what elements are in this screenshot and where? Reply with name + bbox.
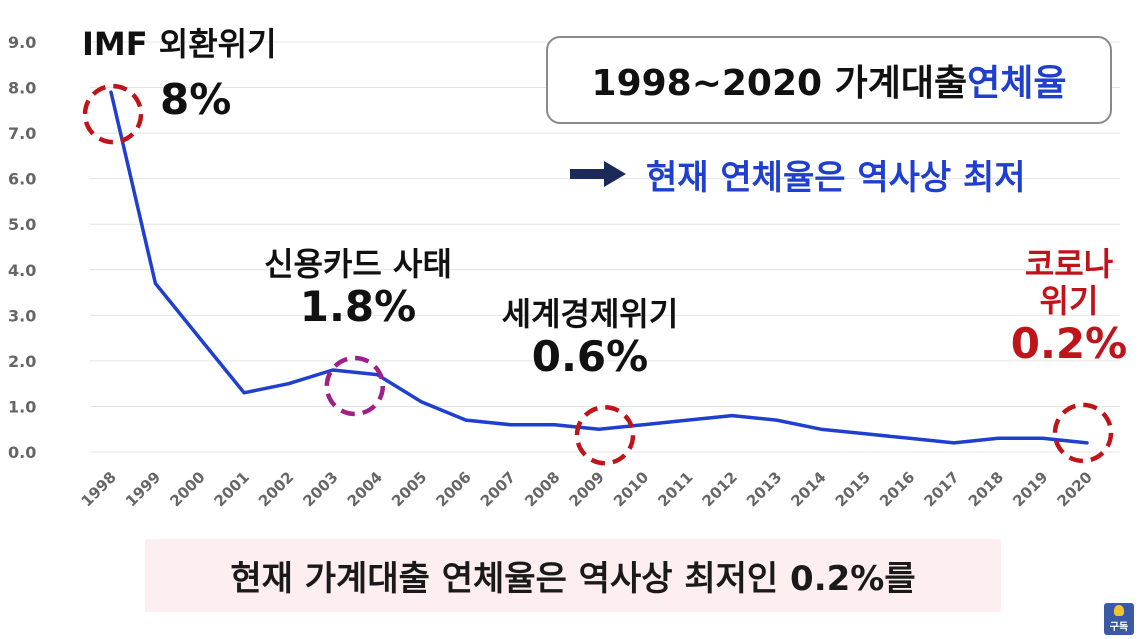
subscribe-badge[interactable]: 구독 <box>1104 603 1134 635</box>
x-tick-label: 2011 <box>654 468 696 510</box>
x-tick-label: 2012 <box>699 468 741 510</box>
x-tick-label: 2015 <box>832 468 874 510</box>
y-tick-label: 5.0 <box>8 215 36 234</box>
annotation-imf-value: 8% <box>160 75 232 124</box>
data-point <box>952 441 956 445</box>
y-tick-label: 6.0 <box>8 170 36 189</box>
annotation-gfc-value: 0.6% <box>531 331 649 381</box>
x-tick-label: 2017 <box>920 468 962 510</box>
y-tick-label: 3.0 <box>8 306 36 325</box>
highlight-circle-corona <box>1052 402 1114 464</box>
y-tick-label: 7.0 <box>8 124 36 143</box>
x-tick-label: 2020 <box>1054 468 1096 510</box>
annotation-corona-label-1: 코로나 <box>1024 245 1114 283</box>
x-tick-label: 2004 <box>344 468 386 510</box>
x-tick-label: 2007 <box>477 468 519 510</box>
data-point <box>109 90 113 94</box>
annotation-imf: IMF 외환위기 <box>82 26 277 63</box>
data-point <box>996 436 1000 440</box>
x-tick-label: 2009 <box>566 468 608 510</box>
data-point <box>819 427 823 431</box>
data-point <box>286 382 290 386</box>
highlight-circle-imf <box>82 83 144 145</box>
annotation-imf-value-wrap: 8% <box>160 75 232 124</box>
annotation-gfc-label: 세계경제위기 <box>501 295 679 333</box>
annotation-card-value: 1.8% <box>299 281 417 331</box>
bottom-caption: 현재 가계대출 연체율은 역사상 최저인 0.2%를 <box>145 539 1001 612</box>
subscribe-badge-label: 구독 <box>1109 622 1129 633</box>
y-tick-label: 1.0 <box>8 397 36 416</box>
x-tick-label: 2001 <box>211 468 253 510</box>
bottom-caption-text: 현재 가계대출 연체율은 역사상 최저인 0.2%를 <box>230 559 916 599</box>
annotation-corona: 코로나 위기 0.2% <box>1004 246 1134 368</box>
data-point <box>1041 436 1045 440</box>
highlight-circle-card <box>324 355 386 417</box>
lightbulb-icon <box>1114 605 1124 616</box>
x-tick-label: 2018 <box>965 468 1007 510</box>
data-point <box>686 418 690 422</box>
x-tick-label: 2008 <box>521 468 563 510</box>
data-point <box>198 336 202 340</box>
chart-title-accent: 연체율 <box>967 63 1067 104</box>
chart-title-box: 1998~2020 가계대출 연체율 <box>546 36 1112 124</box>
x-tick-label: 1998 <box>78 468 120 510</box>
data-point <box>908 436 912 440</box>
data-point <box>420 400 424 404</box>
data-point <box>553 423 557 427</box>
x-tick-label: 2005 <box>388 468 430 510</box>
x-tick-label: 2000 <box>166 468 208 510</box>
data-point <box>508 423 512 427</box>
annotation-card: 신용카드 사태 1.8% <box>232 246 484 331</box>
data-point <box>863 432 867 436</box>
highlight-circle-gfc <box>574 404 636 466</box>
x-tick-label: 2010 <box>610 468 652 510</box>
data-point <box>597 427 601 431</box>
annotation-imf-label: IMF 외환위기 <box>82 25 277 63</box>
chart-title: 1998~2020 가계대출 <box>591 63 968 104</box>
y-tick-label: 2.0 <box>8 352 36 371</box>
data-point <box>242 391 246 395</box>
data-point <box>331 368 335 372</box>
x-tick-label: 2006 <box>432 468 474 510</box>
x-tick-label: 2003 <box>299 468 341 510</box>
subtitle: 현재 연체율은 역사상 최저 <box>568 146 1026 202</box>
data-point <box>1085 441 1089 445</box>
y-tick-label: 8.0 <box>8 79 36 98</box>
data-point <box>641 423 645 427</box>
annotation-gfc: 세계경제위기 0.6% <box>470 296 710 381</box>
x-tick-label: 1999 <box>122 468 164 510</box>
x-tick-label: 2002 <box>255 468 297 510</box>
x-tick-label: 2014 <box>787 468 829 510</box>
annotation-card-label: 신용카드 사태 <box>264 245 452 283</box>
y-tick-label: 0.0 <box>8 443 36 462</box>
y-tick-label: 9.0 <box>8 33 36 52</box>
annotation-corona-value: 0.2% <box>1010 318 1128 368</box>
x-tick-label: 2016 <box>876 468 918 510</box>
annotation-corona-label-2: 위기 <box>1039 281 1099 320</box>
data-point <box>464 418 468 422</box>
x-tick-label: 2013 <box>743 468 785 510</box>
right-arrow-icon <box>570 161 626 187</box>
data-point <box>153 281 157 285</box>
data-point <box>774 418 778 422</box>
x-tick-label: 2019 <box>1009 468 1051 510</box>
data-point <box>730 414 734 418</box>
y-tick-label: 4.0 <box>8 261 36 280</box>
subtitle-text: 현재 연체율은 역사상 최저 <box>646 157 1026 198</box>
